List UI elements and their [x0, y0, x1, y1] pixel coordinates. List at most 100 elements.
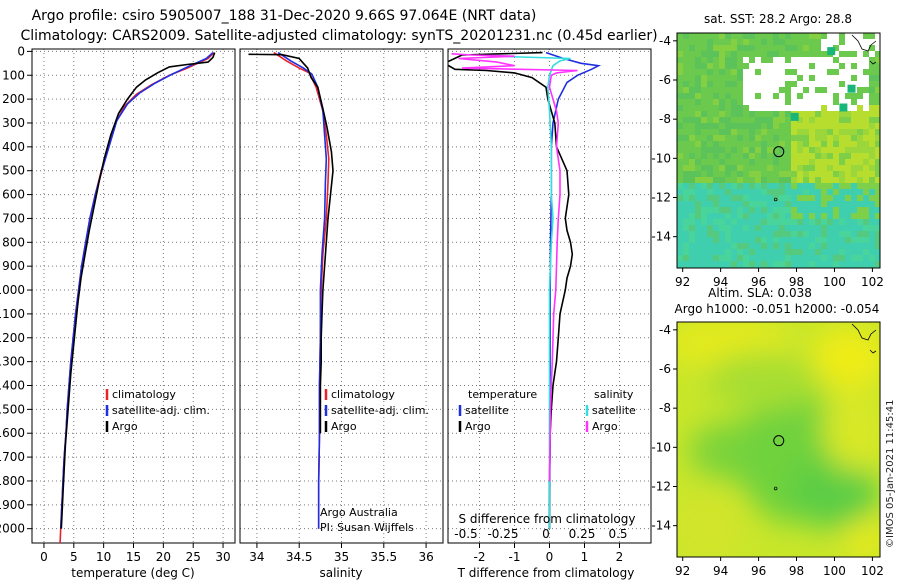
sst-cell [803, 33, 809, 39]
sst-cell [839, 153, 845, 159]
sst-cell [677, 207, 683, 213]
sst-cell [725, 147, 731, 153]
sst-cell [863, 99, 869, 105]
sst-cell [707, 93, 713, 99]
sst-cell [749, 81, 755, 87]
sst-cell [785, 45, 791, 51]
sst-cell [839, 39, 845, 45]
sst-cell [701, 39, 707, 45]
sst-cell [809, 219, 815, 225]
sst-cell [857, 231, 863, 237]
sst-cell [845, 45, 851, 51]
sst-cell [767, 201, 773, 207]
sst-cell [767, 117, 773, 123]
sst-cell [695, 201, 701, 207]
sst-cell [827, 231, 833, 237]
sst-cell [743, 195, 749, 201]
sst-cell [719, 63, 725, 69]
sst-cell [731, 75, 737, 81]
sst-cell [857, 261, 863, 267]
sst-cell [803, 63, 809, 69]
sst-cell [839, 207, 845, 213]
sst-cell [797, 231, 803, 237]
sst-cell [797, 225, 803, 231]
sst-cell [875, 249, 880, 255]
sst-cell [701, 249, 707, 255]
sst-cell [755, 189, 761, 195]
sst-cell [725, 99, 731, 105]
sst-cell [803, 117, 809, 123]
sst-cell [791, 183, 797, 189]
header-subtitle: Climatology: CARS2009. Satellite-adjuste… [20, 28, 657, 44]
sst-cell [863, 135, 869, 141]
sst-cell [797, 153, 803, 159]
sst-cell [791, 261, 797, 267]
sst-cell [845, 261, 851, 267]
sst-cell [827, 201, 833, 207]
sst-cell [767, 159, 773, 165]
sst-cell [689, 63, 695, 69]
sst-cell [743, 141, 749, 147]
sst-cell [845, 51, 851, 57]
sst-cell [719, 129, 725, 135]
sst-cell [755, 171, 761, 177]
sst-cell [737, 69, 743, 75]
sst-cell [803, 165, 809, 171]
sst-cell [851, 57, 857, 63]
sst-cell [755, 87, 761, 93]
sst-cell [767, 75, 773, 81]
sst-cell [719, 237, 725, 243]
sst-cell [857, 159, 863, 165]
sst-cell [743, 243, 749, 249]
sst-cell [809, 153, 815, 159]
x-tick-label: 30 [215, 550, 230, 564]
sst-cell [779, 261, 785, 267]
sst-cell [695, 75, 701, 81]
sst-cell [790, 112, 799, 121]
sst-cell [731, 207, 737, 213]
sst-cell [857, 249, 863, 255]
sst-cell [869, 123, 875, 129]
sst-cell [725, 219, 731, 225]
sst-cell [677, 93, 683, 99]
sst-cell [857, 129, 863, 135]
sst-cell [773, 105, 779, 111]
sst-cell [869, 195, 875, 201]
sst-cell [677, 153, 683, 159]
sst-cell [797, 57, 803, 63]
sst-cell [815, 207, 821, 213]
sst-cell [683, 183, 689, 189]
sst-cell [767, 135, 773, 141]
x-tick-label: 98 [789, 564, 804, 578]
sst-cell [749, 261, 755, 267]
sst-cell [743, 165, 749, 171]
sst-cell [755, 45, 761, 51]
sst-cell [701, 135, 707, 141]
sst-cell [677, 189, 683, 195]
sst-cell [869, 237, 875, 243]
sst-cell [797, 183, 803, 189]
sst-cell [791, 33, 797, 39]
sst-cell [701, 57, 707, 63]
sst-cell [767, 93, 773, 99]
sst-cell [815, 183, 821, 189]
sst-cell [737, 111, 743, 117]
sst-cell [851, 105, 857, 111]
sst-cell [803, 225, 809, 231]
sst-cell [695, 219, 701, 225]
sst-cell [749, 159, 755, 165]
sst-cell [821, 153, 827, 159]
sst-cell [761, 165, 767, 171]
sst-cell [827, 213, 833, 219]
sst-cell [839, 243, 845, 249]
sst-cell [785, 147, 791, 153]
sst-cell [719, 213, 725, 219]
sst-cell [689, 171, 695, 177]
sst-cell [875, 57, 880, 63]
sst-cell [809, 111, 815, 117]
sst-cell [773, 51, 779, 57]
sst-cell [713, 243, 719, 249]
sst-cell [863, 213, 869, 219]
sst-cell [713, 63, 719, 69]
